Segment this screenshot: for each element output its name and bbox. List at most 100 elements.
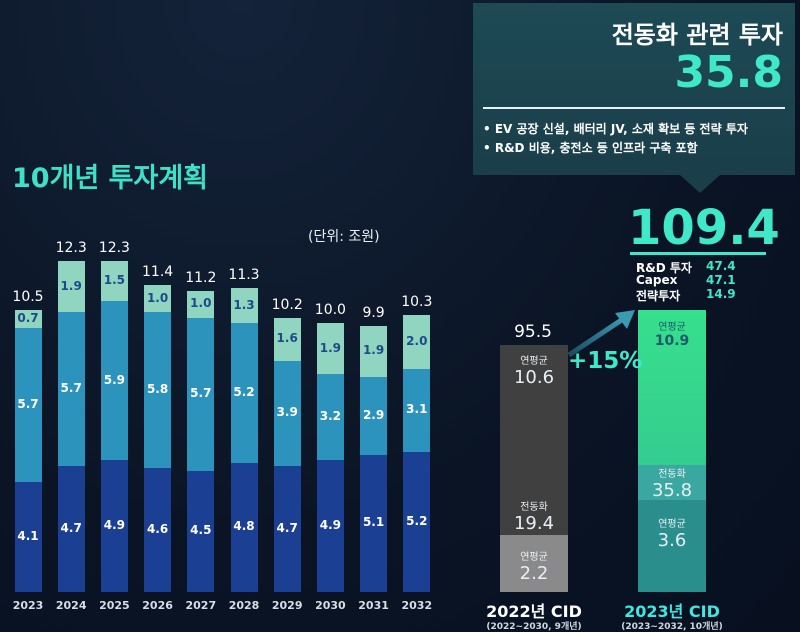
divider [483,107,785,109]
segment-value: 5.7 [60,380,82,395]
bar-2023-lower [638,500,706,592]
x-tick-label: 2026 [142,599,173,612]
bar-segment [403,314,431,369]
bar-segment [316,374,344,461]
bar-segment [403,368,431,453]
bar-2023-elec [638,465,706,500]
arrow-icon [567,310,635,358]
x-tick-label: 2029 [271,599,303,612]
chart-title: 10개년 투자계획 [12,163,209,194]
bar-segment [230,462,258,592]
segment-value: 1.9 [60,278,82,293]
breakdown-value: 14.9 [706,287,736,301]
bar-segment [14,328,42,482]
segment-label: 연평균 2.2 [519,552,549,584]
bar-segment [144,285,172,313]
callout-bullet: • EV 공장 신설, 배터리 JV, 소재 확보 등 전략 투자 [483,122,748,136]
segment-value: 2.0 [406,333,428,348]
growth-percent: +15% [568,348,643,374]
bar-segment [360,376,388,455]
segment-value: 0.7 [17,310,39,325]
callout-pointer [680,175,720,193]
segment-value: 5.7 [17,397,39,412]
x-tick-label: 2030 [315,599,346,612]
bar-segment [403,452,431,592]
bar-total: 12.3 [55,240,87,257]
segment-value: 4.9 [103,518,126,533]
segment-value: 1.0 [190,296,212,311]
segment-value: 3.9 [276,405,298,420]
bar-segment [14,481,42,592]
x-tick-label: 2032 [401,599,433,612]
bar-total: 10.0 [314,302,346,318]
callout-value: 35.8 [674,47,783,98]
breakdown-label: 전략투자 [636,289,681,303]
segment-value: 4.9 [319,518,342,533]
bar-total: 10.2 [271,296,303,313]
bar-segment [230,323,258,463]
category-sublabel: (2023~2032, 10개년) [621,622,723,632]
segment-value: 1.9 [319,340,342,355]
total-2023-cid: 109.4 [628,200,780,256]
segment-value: 1.9 [362,343,385,358]
bar-total: 10.3 [401,293,433,310]
x-tick-label: 2023 [12,599,44,612]
bar-segment [14,309,42,329]
bar-segment [360,325,388,377]
bar-segment [187,317,215,471]
bar-total: 11.3 [228,267,260,284]
bar-segment [100,301,128,461]
bar-total: 9.9 [362,304,385,321]
segment-value: 1.5 [103,273,126,288]
bar-segment [187,470,215,592]
segment-value: 1.3 [233,297,255,312]
category-sublabel: (2022~2030, 9개년) [486,622,582,632]
segment-value: 1.6 [276,331,298,346]
segment-value: 2.9 [362,407,385,422]
segment-value: 5.7 [190,386,212,401]
segment-value: 5.8 [146,382,169,397]
category-label: 2023년 CID [624,602,720,621]
bar-segment [144,468,172,592]
segment-value: 4.5 [190,523,212,538]
bar-segment [273,317,301,361]
callout-bullet: • R&D 비용, 충전소 등 인프라 구축 포함 [483,141,698,155]
bar-segment [360,454,388,592]
segment-label: 연평균 3.6 [657,519,687,551]
segment-value: 5.1 [362,515,385,530]
bar-2022-upper [500,345,568,535]
x-tick-label: 2031 [358,599,389,612]
segment-value: 4.7 [276,520,298,535]
segment-label: 연평균 10.9 [654,322,690,349]
segment-value: 3.2 [319,409,342,424]
unit-label: (단위: 조원) [308,229,380,245]
bar-segment [144,312,172,469]
segment-value: 3.1 [406,402,428,417]
bar-segment [57,261,85,313]
bar-total: 11.4 [142,264,174,281]
callout-box: 전동화 관련 투자 35.8 • EV 공장 신설, 배터리 JV, 소재 확보… [473,3,795,175]
bar-segment [57,312,85,466]
bar-total: 11.2 [185,269,217,286]
segment-label: 전동화 35.8 [651,469,693,501]
segment-label: 전동화 19.4 [513,502,555,534]
bar-segment [273,360,301,466]
bar-total: 12.3 [98,240,130,257]
x-tick-label: 2025 [99,599,130,612]
bar-segment [230,288,258,323]
bar-segment [316,460,344,592]
segment-value: 4.8 [233,519,255,534]
bar-segment [187,290,215,318]
segment-value: 4.7 [60,520,82,535]
segment-value: 5.2 [406,514,428,529]
segment-value: 5.9 [103,372,126,387]
segment-value: 1.0 [146,290,169,305]
x-tick-label: 2027 [185,599,217,612]
bar-2022-lower [500,535,568,592]
breakdown-label: R&D 투자 [636,261,692,275]
callout-title: 전동화 관련 투자 [611,21,783,49]
segment-value: 4.1 [17,528,39,543]
bar-segment [57,465,85,592]
category-label: 2022년 CID [486,602,582,621]
total-2022-cid: 95.5 [514,322,552,342]
